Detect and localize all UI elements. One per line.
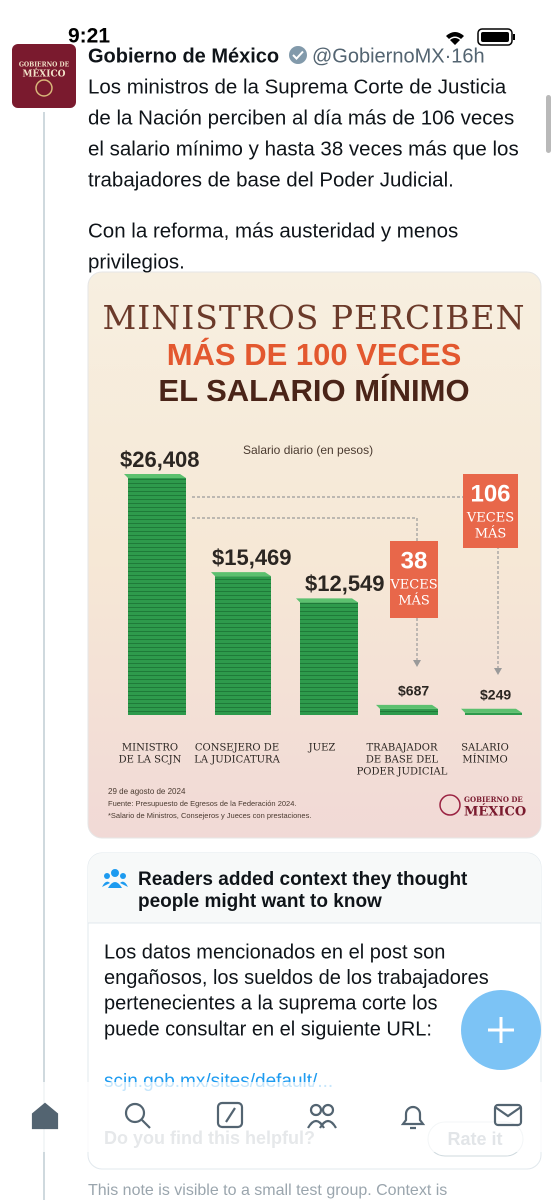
- category-label: TRABAJADOR: [367, 743, 438, 754]
- bar-top: [211, 572, 271, 577]
- infographic-subtitle: Salario diario (en pesos): [243, 443, 373, 457]
- status-icons: [446, 28, 515, 46]
- logo-emblem: [439, 794, 461, 816]
- callout-box: [390, 541, 438, 618]
- tab-home[interactable]: [31, 1102, 59, 1130]
- value-label: $687: [398, 683, 429, 699]
- note-body: puede consultar en el siguiente URL:: [104, 1018, 432, 1040]
- status-time: 9:21: [68, 25, 110, 48]
- avatar-text: GOBIERNO DE: [19, 62, 70, 69]
- callout-text: VECES: [466, 511, 514, 526]
- callout-text: MÁS: [475, 526, 507, 542]
- category-label: LA JUDICATURA: [194, 755, 280, 766]
- verified-badge: [289, 46, 307, 64]
- bar: [380, 708, 438, 715]
- note-footnote: This note is visible to a small test gro…: [88, 1182, 447, 1199]
- bar-top: [124, 474, 186, 478]
- callout-text: VECES: [389, 578, 437, 593]
- infographic-title: MÁS DE 100 VECES: [167, 337, 462, 372]
- tweet-text: de la Nación perciben al día más de 106 …: [88, 106, 514, 129]
- tab-icons: [31, 1101, 523, 1130]
- tweet-text: privilegios.: [88, 250, 185, 273]
- note-icon: [102, 869, 128, 888]
- value-label: $249: [480, 686, 511, 702]
- category-label: SALARIO: [461, 743, 509, 754]
- infographic-footer: 29 de agosto de 2024: [108, 787, 186, 796]
- infographic-title: MINISTROS PERCIBEN: [103, 298, 526, 337]
- category-label: MÍNIMO: [462, 754, 507, 766]
- author-meta: @GobiernoMX·16h: [312, 45, 485, 67]
- bar: [215, 576, 271, 715]
- author-name[interactable]: Gobierno de México: [88, 45, 279, 67]
- bar-top: [376, 704, 438, 709]
- verified-check: [292, 50, 304, 60]
- category-label: PODER JUDICIAL: [357, 767, 448, 778]
- infographic-title: EL SALARIO MÍNIMO: [158, 373, 469, 408]
- bar-top: [296, 598, 358, 603]
- callout-number: 106: [470, 480, 510, 507]
- note-body: Los datos mencionados en el post son: [104, 941, 445, 963]
- bar: [128, 478, 186, 715]
- callout-text: MÁS: [398, 593, 430, 609]
- tweet-text: el salario mínimo y hasta 38 veces más q…: [88, 137, 519, 160]
- infographic-footer: *Salario de Ministros, Consejeros y Juec…: [108, 811, 311, 820]
- note-header: people might want to know: [138, 891, 382, 912]
- value-label: $26,408: [120, 447, 200, 472]
- category-label: MINISTRO: [122, 743, 178, 754]
- compose-plus: [488, 1017, 514, 1043]
- tab-messages[interactable]: [493, 1103, 523, 1127]
- value-label: $12,549: [305, 571, 385, 596]
- tab-notifications[interactable]: [400, 1105, 426, 1130]
- note-body: engañosos, los sueldos de los trabajador…: [104, 967, 489, 989]
- tweet-text: Con la reforma, más austeridad y menos: [88, 219, 458, 242]
- logo-text: GOBIERNO DE: [464, 795, 523, 804]
- category-label: JUEZ: [308, 743, 336, 754]
- tab-communities[interactable]: [307, 1103, 337, 1129]
- logo-text: MÉXICO: [464, 804, 526, 820]
- avatar[interactable]: [12, 44, 76, 108]
- category-label: CONSEJERO DE: [195, 743, 279, 754]
- note-header: Readers added context they thought: [138, 869, 468, 890]
- infographic-footer: Fuente: Presupuesto de Egresos de la Fed…: [108, 799, 296, 808]
- scrollbar: [546, 95, 551, 153]
- infographic-card[interactable]: [87, 271, 542, 839]
- note-body: pertenecientes a la suprema corte los: [104, 993, 438, 1015]
- tweet-text: trabajadores de base del Poder Judicial.: [88, 168, 454, 191]
- value-label: $15,469: [212, 545, 292, 570]
- tab-grok[interactable]: [216, 1101, 244, 1129]
- bar: [300, 602, 358, 715]
- bar: [465, 712, 522, 715]
- tab-bar: [0, 1082, 554, 1152]
- note-header-bg: [88, 853, 541, 923]
- avatar-emblem: [35, 79, 53, 97]
- category-label: DE BASE DEL: [366, 755, 439, 766]
- tweet-text: Los ministros de la Suprema Corte de Jus…: [88, 75, 507, 98]
- avatar-text: MÉXICO: [22, 68, 65, 80]
- bar-top: [461, 708, 522, 713]
- callout-box: [463, 474, 518, 548]
- callout-number: 38: [401, 547, 428, 574]
- category-label: DE LA SCJN: [119, 755, 182, 766]
- tab-search[interactable]: [124, 1102, 151, 1129]
